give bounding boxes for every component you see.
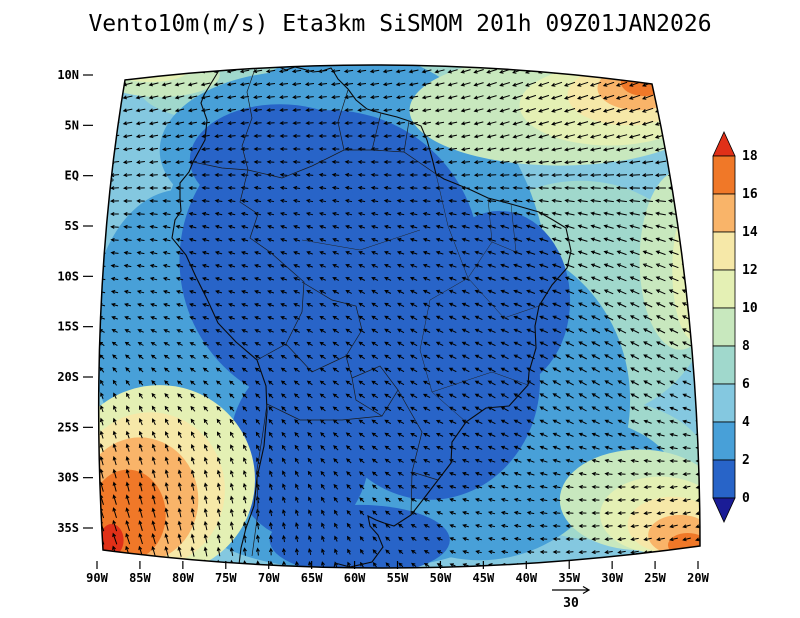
colorbar-tick-label: 16 bbox=[742, 187, 758, 202]
shade-region bbox=[620, 67, 669, 97]
colorbar-tick-label: 10 bbox=[742, 301, 758, 316]
domain-border bbox=[97, 64, 701, 569]
shade-region bbox=[229, 359, 370, 540]
shade-region bbox=[672, 199, 700, 341]
lon-tick-label: 65W bbox=[301, 571, 323, 585]
wind-arrows bbox=[98, 64, 700, 569]
colorbar: 18 16 14 12 10 8 6 4 2 0 bbox=[712, 131, 758, 523]
colorbar-tick-label: 6 bbox=[742, 377, 750, 392]
lon-axis: 90W 85W 80W 75W 70W 65W 60W 55W 50W 45W 40W 35W 30W 2… bbox=[86, 561, 710, 585]
lon-tick-label: 55W bbox=[387, 571, 409, 585]
colorbar-segment bbox=[712, 269, 736, 309]
lat-tick-label: 15S bbox=[57, 320, 79, 334]
shade-region bbox=[99, 524, 124, 557]
shade-region bbox=[109, 64, 191, 83]
lat-tick-label: 10S bbox=[57, 269, 79, 283]
shade-region bbox=[668, 533, 700, 558]
reference-vector-value: 30 bbox=[563, 596, 579, 611]
lat-tick-label: 25S bbox=[57, 420, 79, 434]
lon-tick-label: 40W bbox=[515, 571, 537, 585]
lon-tick-label: 20W bbox=[687, 571, 709, 585]
reference-arrow-icon bbox=[552, 585, 591, 595]
lon-tick-label: 30W bbox=[601, 571, 623, 585]
colorbar-segment bbox=[712, 345, 736, 385]
colorbar-tick-label: 14 bbox=[742, 225, 758, 240]
lon-tick-label: 75W bbox=[215, 571, 237, 585]
lon-tick-label: 70W bbox=[258, 571, 280, 585]
lat-tick-label: 5S bbox=[65, 219, 79, 233]
colorbar-tick-label: 8 bbox=[742, 339, 750, 354]
lat-tick-label: 10N bbox=[57, 68, 79, 82]
colorbar-tick-label: 4 bbox=[742, 415, 750, 430]
lat-tick-label: 20S bbox=[57, 370, 79, 384]
country-borders bbox=[192, 64, 439, 557]
colorbar-tick-label: 2 bbox=[742, 453, 750, 468]
colorbar-under-triangle bbox=[712, 497, 736, 523]
colorbar-segment bbox=[712, 383, 736, 423]
lon-tick-label: 60W bbox=[344, 571, 366, 585]
lon-tick-label: 45W bbox=[473, 571, 495, 585]
shade-region bbox=[189, 104, 370, 215]
colorbar-tick-label: 12 bbox=[742, 263, 758, 278]
shade-region bbox=[429, 210, 571, 391]
colorbar-segment bbox=[712, 307, 736, 347]
lon-tick-label: 25W bbox=[644, 571, 666, 585]
colorbar-tick-label: 18 bbox=[742, 149, 758, 164]
plot-title: Vento10m(m/s) Eta3km SiSMOM 201h 09Z01JA… bbox=[88, 11, 712, 37]
lat-tick-label: 5N bbox=[65, 118, 79, 132]
lat-tick-label: 35S bbox=[57, 521, 79, 535]
shade-region bbox=[99, 64, 220, 98]
state-borders bbox=[301, 173, 540, 423]
colorbar-over-triangle bbox=[712, 131, 736, 157]
reference-vector: 30 bbox=[552, 585, 591, 611]
colorbar-segment bbox=[712, 231, 736, 271]
colorbar-segment bbox=[712, 193, 736, 233]
wind-arrows-layer bbox=[98, 64, 700, 569]
south-america-coastline bbox=[171, 64, 572, 569]
lon-tick-label: 85W bbox=[129, 571, 151, 585]
lon-tick-label: 90W bbox=[86, 571, 108, 585]
lat-tick-label: 30S bbox=[57, 471, 79, 485]
colorbar-tick-label: 0 bbox=[742, 491, 750, 506]
colorbar-segment bbox=[712, 421, 736, 461]
lon-tick-label: 80W bbox=[172, 571, 194, 585]
lon-tick-label: 35W bbox=[558, 571, 580, 585]
colorbar-segment bbox=[712, 155, 736, 195]
colorbar-segment bbox=[712, 459, 736, 499]
lat-axis: 10N 5N EQ 5S 10S 15S 20S 25S 30S 35S bbox=[57, 68, 93, 535]
lon-tick-label: 50W bbox=[430, 571, 452, 585]
shade-region bbox=[269, 504, 450, 569]
coastline-layer bbox=[101, 64, 572, 569]
lat-tick-label: EQ bbox=[65, 169, 79, 183]
